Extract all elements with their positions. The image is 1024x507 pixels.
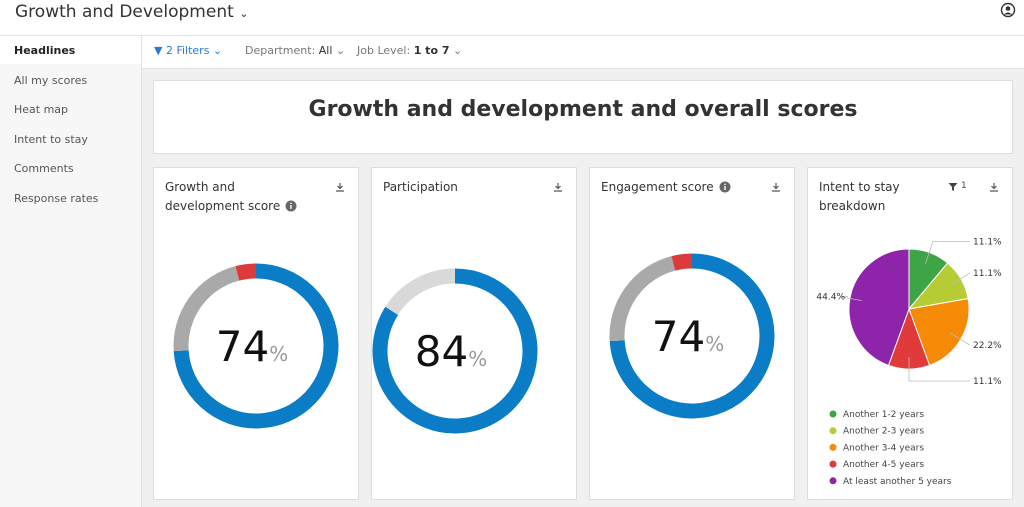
card-title: Growth and development score (165, 178, 315, 216)
sidebar: Headlines All my scores Heat map Intent to … (0, 36, 142, 507)
card-title: Engagement score (601, 178, 781, 197)
sidebar-item[interactable]: All my scores (14, 73, 88, 87)
donut-segment (235, 263, 257, 281)
sidebar-item[interactable]: Comments (14, 162, 74, 175)
department-value: All (318, 44, 333, 57)
legend-label: Another 4-5 years (843, 460, 924, 470)
card-title-text: Intent to stay breakdown (819, 180, 900, 213)
sidebar-item[interactable]: Response rates (14, 191, 99, 205)
top-bar: Growth and Development ⌄ (0, 0, 1024, 36)
leader-line (950, 272, 970, 286)
download-icon[interactable] (771, 182, 781, 192)
download-icon[interactable] (989, 182, 999, 192)
user-icon[interactable] (1000, 2, 1016, 18)
legend-label: Another 3-4 years (843, 443, 924, 453)
legend-swatch (829, 477, 837, 485)
job-level-filter[interactable]: Job Level: 1 to 7 ⌄ (357, 44, 463, 57)
donut-segment (173, 263, 339, 429)
leader-line (908, 357, 970, 382)
legend-label: Another 2-3 years (843, 427, 924, 437)
sidebar-item[interactable]: Heat map (14, 103, 69, 116)
pie-value-label: 11.1% (973, 237, 1002, 247)
active-item-bg (0, 36, 141, 64)
score-number: 74 (652, 312, 705, 361)
donut-segment (671, 253, 693, 271)
pie-value-label: 11.1% (973, 269, 1002, 279)
download-icon[interactable] (335, 182, 345, 192)
legend-swatch (829, 427, 837, 435)
score-value: 84% (415, 327, 487, 376)
score-value: 74% (652, 312, 724, 361)
leader-line (950, 332, 970, 346)
legend-swatch (829, 460, 837, 468)
job-level-label: Job Level: (357, 44, 411, 57)
department-filter[interactable]: Department: All ⌄ (245, 44, 346, 57)
filter-badge: 1 (961, 181, 967, 191)
pie-value-label: 44.4% (816, 292, 845, 302)
filter-button[interactable]: ▼ 2 Filters ⌄ (154, 44, 223, 57)
pie-slice (908, 298, 970, 367)
score-unit: % (468, 347, 487, 371)
card-title-text: Engagement score (601, 180, 714, 194)
leader-line (839, 296, 862, 302)
card-title: Intent to stay breakdown (819, 178, 929, 216)
legend-swatch (829, 443, 837, 451)
job-level-value: 1 to 7 (413, 44, 450, 57)
banner-title: Growth and development and overall score… (308, 97, 858, 122)
page-title[interactable]: Growth and Development ⌄ (15, 2, 249, 22)
sidebar-item[interactable]: Intent to stay (14, 132, 88, 146)
banner: Growth and development and overall score… (153, 80, 1013, 154)
score-unit: % (705, 332, 724, 356)
donut-segment (173, 266, 240, 352)
info-icon[interactable] (719, 181, 731, 193)
page-title-text: Growth and Development (15, 2, 234, 22)
legend-swatch (829, 410, 837, 418)
score-number: 84 (415, 327, 468, 376)
filter-count: 2 Filters (165, 44, 210, 57)
card: Participation (371, 167, 577, 500)
info-icon[interactable] (285, 200, 297, 212)
donut-segment (609, 256, 676, 342)
filter-icon[interactable] (948, 182, 958, 192)
pie-value-label: 22.2% (973, 341, 1002, 351)
score-unit: % (269, 342, 288, 366)
score-value: 74% (216, 322, 288, 371)
download-icon[interactable] (553, 182, 563, 192)
department-label: Department: (245, 44, 316, 57)
donut-segment (609, 253, 775, 419)
legend-label: At least another 5 years (843, 477, 952, 487)
score-number: 74 (216, 322, 269, 371)
donut-segment (385, 268, 456, 316)
card-title-text: Participation (383, 180, 458, 194)
pie-value-label: 11.1% (973, 377, 1002, 387)
sidebar-item[interactable]: Headlines (14, 44, 76, 57)
card-title: Participation (383, 178, 563, 197)
legend-label: Another 1-2 years (843, 410, 924, 420)
donut-segment (372, 268, 538, 434)
leader-line (925, 240, 970, 265)
filter-bar: ▼ 2 Filters ⌄ Department: All ⌄ Job Leve… (142, 36, 1024, 69)
card-title-text: Growth and development score (165, 180, 281, 213)
